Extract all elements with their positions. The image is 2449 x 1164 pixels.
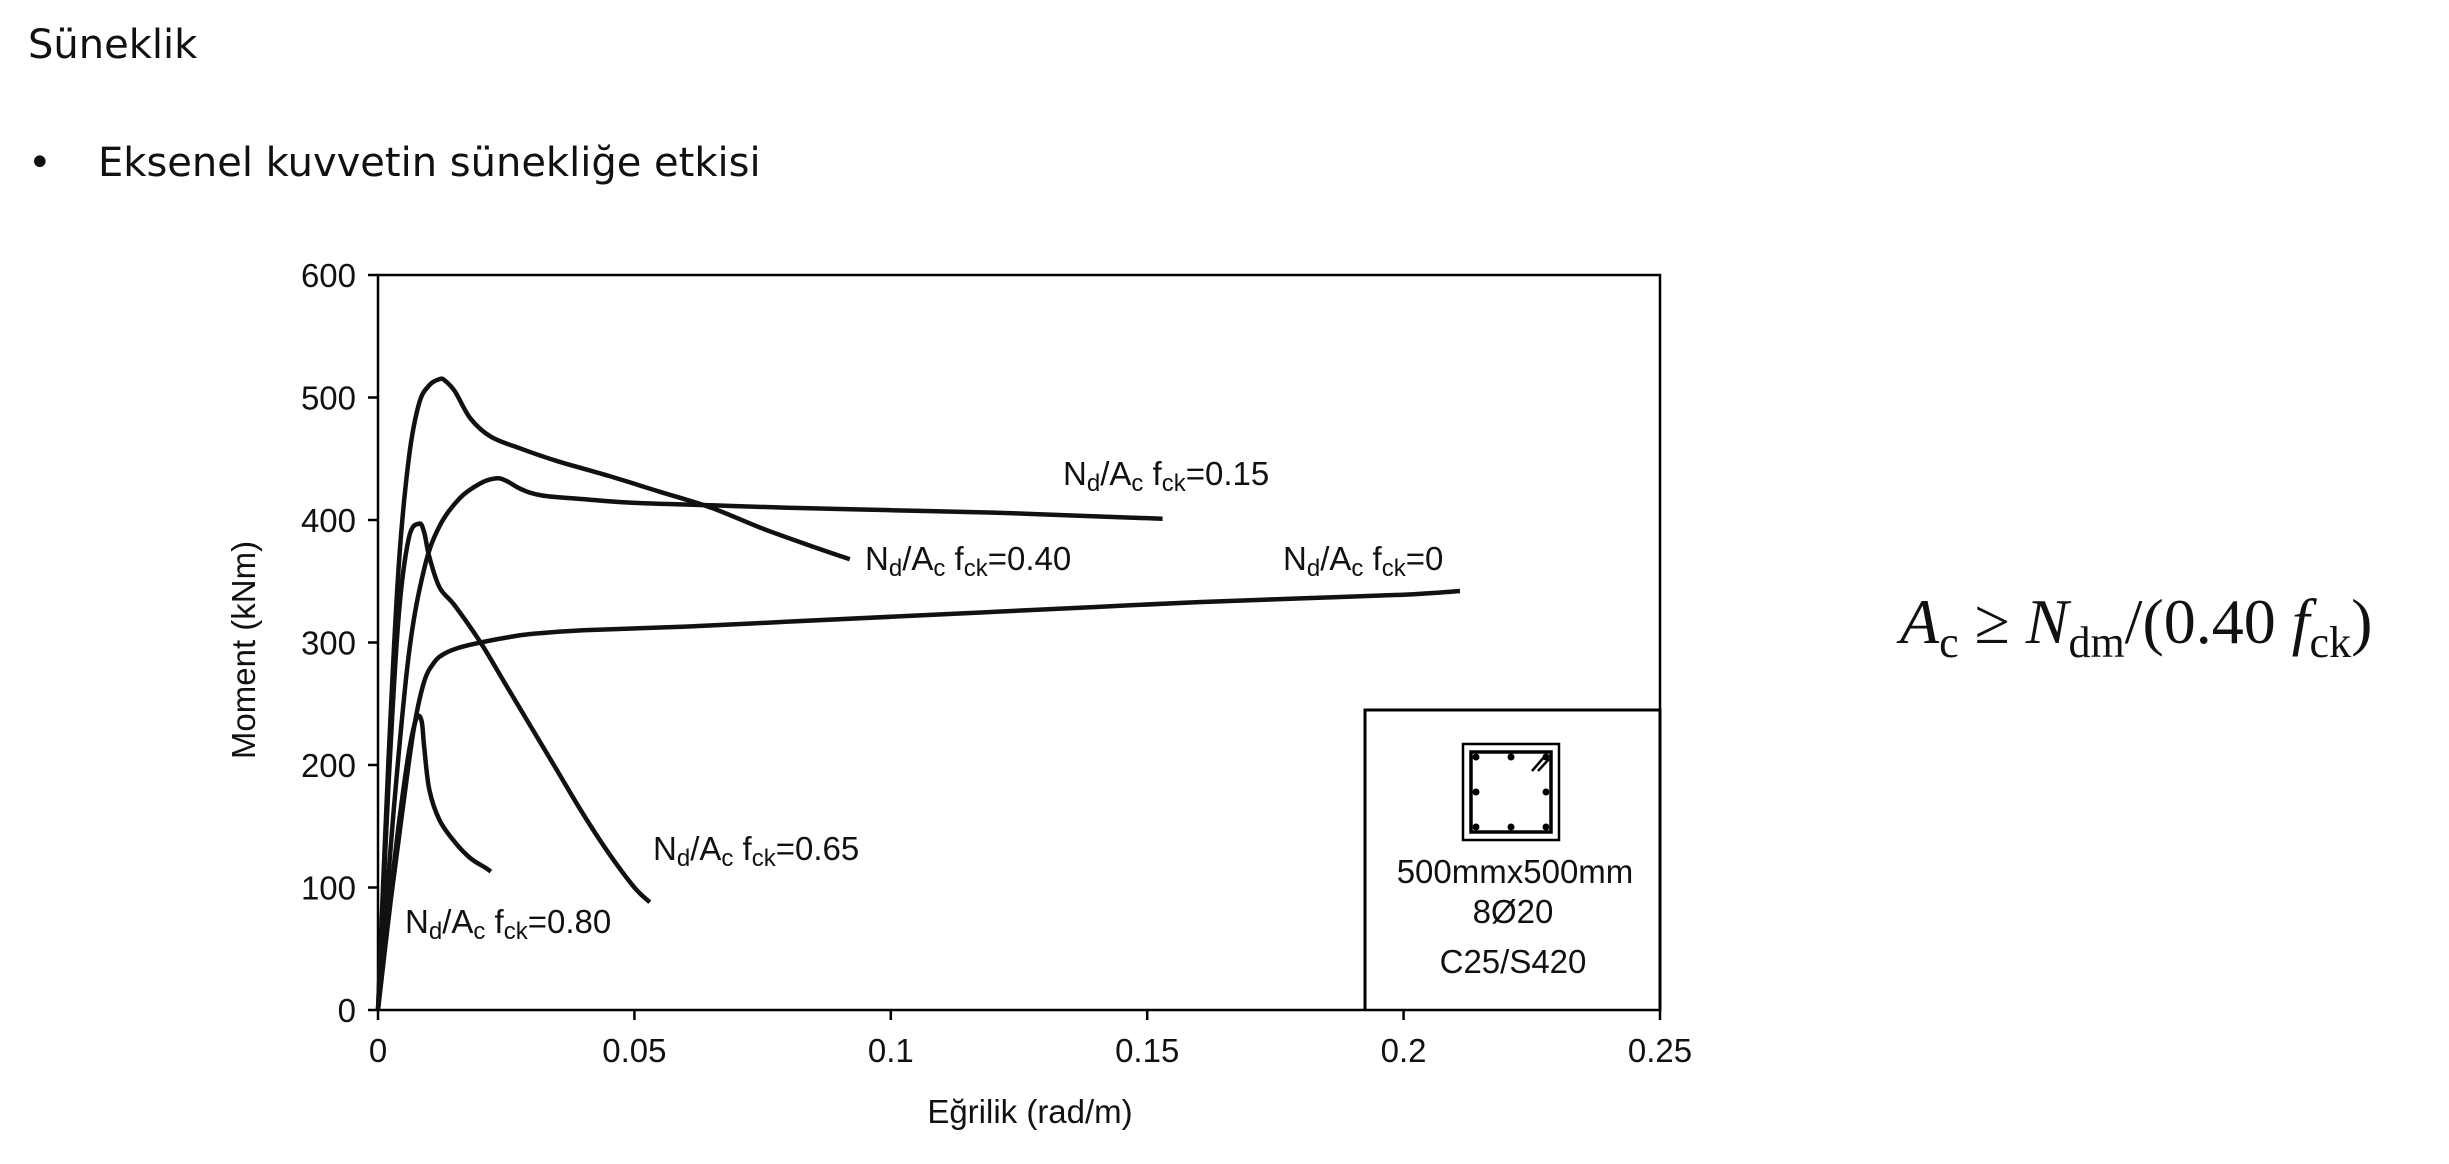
section-area-formula: Ac ≥ Ndm/(0.40 fck) [1900, 586, 2373, 667]
x-tick-label: 0.2 [1381, 1032, 1427, 1069]
y-tick-label: 200 [301, 747, 356, 784]
y-axis-label: Moment (kNm) [225, 541, 262, 759]
series-line-1 [375, 476, 1163, 1011]
series-lines [375, 376, 1461, 1011]
bullet-marker: • [28, 140, 52, 186]
bullet-text: Eksenel kuvvetin sünekliğe etkisi [98, 140, 761, 186]
y-tick-label: 600 [301, 257, 356, 294]
x-tick-label: 0.15 [1115, 1032, 1179, 1069]
x-tick-label: 0.1 [868, 1032, 914, 1069]
x-tick-label: 0 [369, 1032, 387, 1069]
series-labels: Nd/Ac fck=0 Nd/Ac fck=0.15 Nd/Ac fck=0.40 N… [405, 455, 1443, 945]
x-tick-label: 0.25 [1628, 1032, 1692, 1069]
series-label-2: Nd/Ac fck=0.40 [865, 540, 1071, 582]
plot-area-border [376, 273, 1662, 1012]
cross-section-inset: 500mmx500mm 8Ø20 C25/S420 [1363, 708, 1662, 1010]
bullet-item: • Eksenel kuvvetin sünekliğe etkisi [28, 140, 761, 186]
x-axis-label: Eğrilik (rad/m) [927, 1093, 1132, 1130]
x-tick-label: 0.05 [602, 1032, 666, 1069]
y-tick-label: 0 [338, 992, 356, 1029]
slide-title: Süneklik [28, 22, 198, 68]
y-tick-label: 400 [301, 502, 356, 539]
y-tick-label: 500 [301, 380, 356, 417]
y-tick-label: 100 [301, 870, 356, 907]
series-label-4: Nd/Ac fck=0.80 [405, 903, 611, 945]
inset-dimension: 500mmx500mm [1397, 853, 1634, 890]
x-axis-ticks: 0 0.05 0.1 0.15 0.2 0.25 [369, 1010, 1692, 1069]
column-section-icon [1461, 742, 1561, 842]
series-label-0: Nd/Ac fck=0 [1283, 540, 1443, 582]
series-line-0 [375, 588, 1461, 1011]
inset-materials: C25/S420 [1440, 943, 1587, 980]
series-label-1: Nd/Ac fck=0.15 [1063, 455, 1269, 497]
inset-border [1363, 708, 1662, 1010]
series-line-3 [375, 521, 652, 1011]
y-tick-label: 300 [301, 625, 356, 662]
y-axis-ticks: 0 100 200 300 400 500 600 [301, 257, 378, 1029]
series-label-3: Nd/Ac fck=0.65 [653, 830, 859, 872]
inset-reinforcement: 8Ø20 [1473, 893, 1554, 930]
series-line-2 [375, 376, 851, 1011]
series-line-4 [375, 713, 493, 1011]
plot-frame [376, 273, 1662, 1012]
